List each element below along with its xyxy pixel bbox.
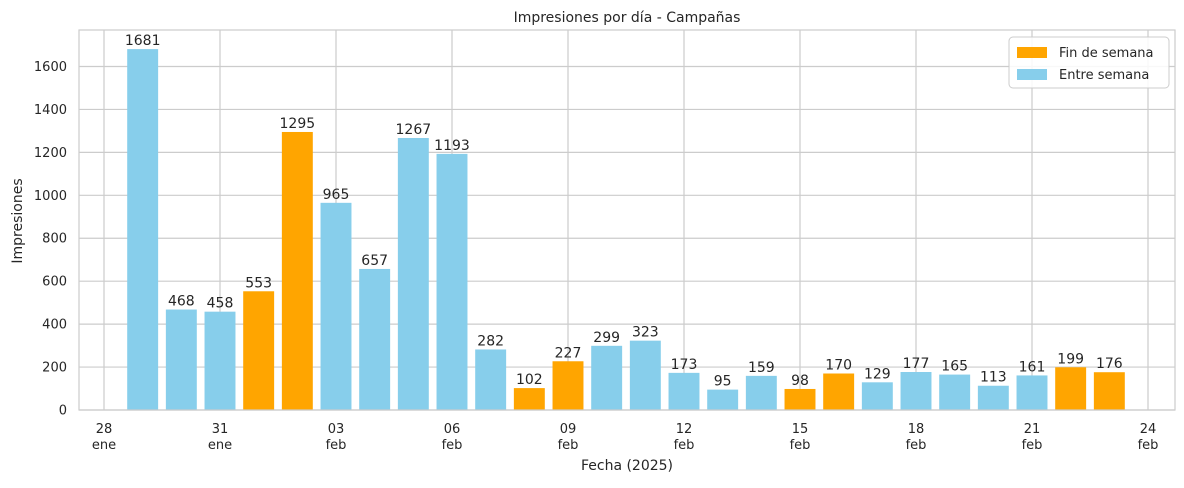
bars — [127, 49, 1125, 410]
y-tick-label: 200 — [42, 361, 67, 376]
plot-frame — [78, 29, 1176, 411]
bar-weekend — [1093, 372, 1125, 410]
bar-value-label: 323 — [632, 325, 659, 341]
bar-weekend — [281, 131, 313, 410]
y-tick-label: 1600 — [34, 60, 67, 75]
bar-weekday — [745, 375, 777, 410]
x-tick-label: 31 ene — [208, 422, 232, 453]
bar-value-label: 965 — [323, 187, 350, 203]
legend-swatch-weekday — [1017, 69, 1047, 80]
bar-value-label: 657 — [361, 253, 388, 269]
bar-weekday — [165, 309, 197, 410]
bar-value-label: 176 — [1096, 356, 1123, 372]
y-tick-label: 600 — [42, 275, 67, 290]
bar-value-label: 161 — [1019, 359, 1046, 375]
bar-value-label: 199 — [1057, 351, 1084, 367]
bar-weekend — [823, 373, 855, 410]
x-tick-label: 21 feb — [1022, 422, 1043, 453]
bar-value-label: 468 — [168, 294, 195, 310]
bar-weekday — [939, 374, 971, 410]
x-tick-label: 24 feb — [1138, 422, 1159, 453]
bar-value-label: 1681 — [125, 33, 161, 49]
bar-value-label: 98 — [791, 373, 809, 389]
bar-value-label: 170 — [825, 358, 852, 374]
bar-weekday — [707, 389, 739, 410]
bar-weekday — [127, 49, 159, 410]
bar-weekend — [552, 361, 584, 410]
bar-weekday — [1016, 375, 1048, 410]
bar-weekday — [204, 311, 236, 410]
bar-value-label: 1267 — [396, 122, 432, 138]
legend-swatch-weekend — [1017, 47, 1047, 58]
x-tick-label: 12 feb — [674, 422, 695, 453]
x-axis-title: Fecha (2025) — [581, 458, 673, 474]
bar-weekend — [784, 388, 816, 410]
bar-value-label: 113 — [980, 370, 1007, 386]
y-tick-label: 1400 — [34, 103, 67, 118]
bar-weekday — [436, 153, 468, 410]
legend-label-weekday: Entre semana — [1059, 68, 1149, 83]
x-tick-label: 03 feb — [326, 422, 347, 453]
x-tick-label: 18 feb — [906, 422, 927, 453]
legend-box — [1008, 36, 1170, 89]
bar-weekend — [243, 291, 275, 410]
legend: Fin de semana Entre semana — [1008, 36, 1170, 89]
legend-label-weekend: Fin de semana — [1059, 46, 1154, 61]
x-tick-labels: 28 ene 31 ene 03 feb 06 feb 09 feb 12 feb 15 feb 18 feb… — [92, 422, 1159, 453]
bar-value-label: 159 — [748, 360, 775, 376]
bar-weekday — [977, 385, 1009, 410]
y-axis-title: Impresiones — [10, 178, 26, 263]
x-tick-label: 06 feb — [442, 422, 463, 453]
bar-weekday — [591, 345, 623, 410]
bar-weekend — [1055, 367, 1087, 410]
bar-value-label: 458 — [207, 296, 234, 312]
chart-title: Impresiones por día - Campañas — [514, 10, 741, 26]
bar-weekday — [359, 268, 391, 410]
y-tick-label: 1200 — [34, 146, 67, 161]
bar-value-label: 177 — [903, 356, 930, 372]
bar-weekday — [861, 382, 893, 410]
bar-value-label: 165 — [941, 359, 968, 375]
y-tick-label: 1000 — [34, 189, 67, 204]
bar-value-label: 129 — [864, 366, 891, 382]
bar-value-label: 1193 — [434, 138, 470, 154]
bar-weekday — [320, 202, 352, 410]
bar-value-label: 95 — [714, 374, 732, 390]
bar-weekday — [668, 372, 700, 410]
bar-value-label: 299 — [593, 330, 620, 346]
bar-weekday — [629, 340, 661, 410]
y-tick-label: 0 — [59, 404, 67, 419]
bar-value-label: 227 — [555, 345, 582, 361]
bar-value-label: 102 — [516, 372, 543, 388]
y-tick-labels: 0 200 400 600 800 1000 1200 1400 1600 — [34, 60, 67, 419]
bar-value-label: 173 — [671, 357, 698, 373]
plot-border — [78, 29, 1176, 411]
bar-weekend — [513, 388, 545, 410]
bar-value-label: 553 — [245, 275, 272, 291]
bar-weekday — [900, 372, 932, 410]
y-tick-label: 400 — [42, 318, 67, 333]
x-tick-label: 15 feb — [790, 422, 811, 453]
y-tick-label: 800 — [42, 232, 67, 247]
bar-weekday — [475, 349, 507, 410]
bar-weekday — [397, 137, 429, 410]
x-tick-label: 28 ene — [92, 422, 116, 453]
x-tick-label: 09 feb — [558, 422, 579, 453]
bar-value-label: 282 — [477, 333, 504, 349]
bar-value-label: 1295 — [280, 116, 316, 132]
